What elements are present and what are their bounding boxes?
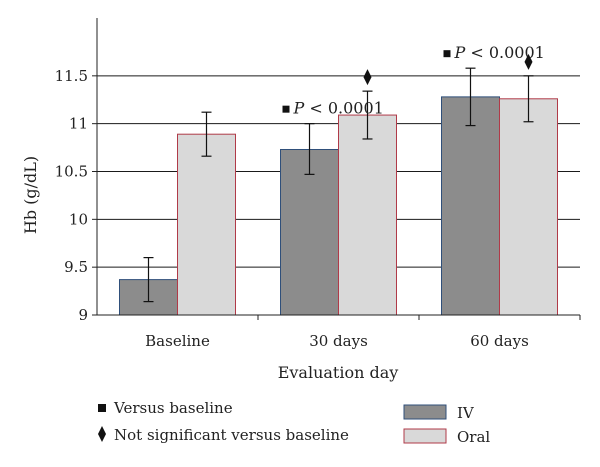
y-tick-label: 11.5 — [55, 67, 88, 85]
significance-annotations: P < 0.0001 P < 0.0001 — [282, 43, 545, 118]
bar-oral-60-days — [499, 98, 558, 316]
legend: Versus baseline Not significant versus b… — [98, 399, 490, 446]
error-bars — [143, 67, 534, 303]
bar-oral-30-days — [338, 114, 397, 316]
y-tick-label: 10.5 — [55, 163, 88, 181]
y-tick-label: 10 — [69, 210, 88, 228]
p-value-annotation: P < 0.0001 — [454, 43, 545, 62]
legend-iv-swatch — [403, 404, 447, 420]
y-tick-label: 9 — [78, 306, 88, 324]
bars — [119, 96, 558, 316]
bar-iv-60-days — [441, 96, 500, 316]
legend-iv-label: IV — [457, 404, 475, 422]
x-axis-title: Evaluation day — [278, 363, 399, 382]
y-tick-label: 11 — [69, 115, 88, 133]
legend-diamond-marker — [98, 426, 106, 442]
legend-oral-swatch — [403, 428, 447, 444]
x-category-label: 60 days — [470, 332, 529, 350]
p-value-annotation: P < 0.0001 — [293, 99, 384, 118]
x-category-label: Baseline — [145, 332, 210, 350]
legend-square-marker — [98, 404, 106, 412]
x-category-labels: Baseline 30 days 60 days — [145, 315, 581, 350]
legend-oral-label: Oral — [457, 428, 490, 446]
bar-oral-baseline — [177, 133, 236, 316]
y-axis-title: Hb (g/dL) — [21, 156, 40, 234]
diamond-marker — [524, 53, 533, 70]
square-marker — [443, 50, 451, 58]
axes — [96, 18, 580, 316]
x-category-label: 30 days — [309, 332, 368, 350]
legend-not-significant-label: Not significant versus baseline — [114, 426, 349, 444]
y-tick-label: 9.5 — [64, 258, 88, 276]
y-ticks: 9 9.5 10 10.5 11 11.5 — [55, 67, 97, 324]
legend-versus-baseline-label: Versus baseline — [113, 399, 233, 417]
square-marker — [282, 105, 290, 113]
diamond-marker — [363, 69, 372, 86]
